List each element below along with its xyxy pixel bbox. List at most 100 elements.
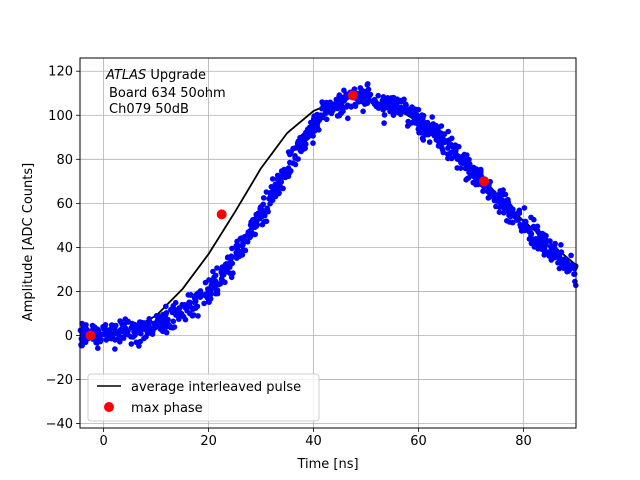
sample-point [511, 213, 517, 219]
sample-point [189, 305, 196, 312]
sample-point [544, 250, 550, 256]
sample-point [480, 188, 486, 194]
sample-point [141, 325, 147, 332]
sample-point [568, 252, 574, 259]
sample-point [269, 197, 276, 203]
x-tick-label-2: 40 [305, 434, 322, 449]
sample-point [445, 128, 452, 135]
legend-box [87, 373, 320, 422]
sample-point [445, 145, 451, 151]
sample-point [507, 207, 514, 213]
sample-point [438, 123, 445, 129]
sample-point [496, 209, 503, 215]
sample-point [500, 187, 506, 193]
sample-point [230, 270, 236, 276]
sample-point [436, 137, 443, 143]
sample-point [288, 149, 294, 155]
sample-point [212, 284, 218, 290]
sample-point [147, 326, 154, 333]
sample-point [364, 82, 371, 88]
sample-point [553, 247, 559, 254]
sample-point [404, 123, 411, 129]
sample-point [163, 310, 170, 316]
max-phase-point-2 [347, 90, 358, 101]
sample-point [201, 300, 207, 307]
sample-point [415, 126, 422, 132]
atlas-label: ATLAS [105, 68, 146, 83]
sample-point [339, 104, 345, 110]
sample-point [292, 153, 298, 159]
sample-point [182, 303, 188, 310]
sample-point [136, 343, 142, 349]
sample-point [405, 118, 412, 125]
sample-point [225, 254, 231, 260]
sample-point [276, 190, 282, 196]
sample-point [506, 212, 512, 219]
sample-point [445, 155, 451, 162]
sample-point [465, 175, 472, 181]
sample-point [412, 120, 419, 126]
sample-point [381, 120, 387, 126]
y-tick-label-1: −20 [46, 373, 73, 388]
sample-point [102, 322, 109, 328]
sample-point [426, 139, 433, 145]
sample-point [263, 218, 270, 225]
sample-point [308, 119, 314, 126]
sample-point [509, 219, 516, 226]
sample-point [389, 105, 396, 112]
annotation-line-2: Board 634 50ohm [109, 86, 226, 101]
sample-point [310, 140, 316, 146]
sample-point [393, 96, 399, 103]
sample-point [521, 205, 528, 211]
x-axis-label: Time [ns] [296, 457, 358, 472]
sample-point [290, 160, 296, 166]
sample-point [381, 96, 387, 103]
sample-point [233, 255, 240, 261]
legend-marker-swatch [104, 402, 114, 412]
sample-point [454, 156, 461, 162]
sample-point [95, 345, 101, 352]
sample-point [514, 217, 520, 223]
sample-point [371, 96, 378, 103]
sample-point [288, 168, 294, 174]
max-phase-point-1 [216, 209, 227, 220]
max-phase-point-0 [85, 330, 96, 341]
sample-point [187, 299, 193, 306]
sample-point [269, 176, 276, 182]
y-axis-ticks: −40 −20 0 20 40 60 80 100 120 [46, 65, 80, 432]
sample-point [420, 137, 427, 143]
sample-point [489, 193, 496, 199]
sample-point [151, 320, 157, 327]
sample-point [214, 265, 220, 271]
sample-point [245, 231, 251, 238]
sample-point [555, 254, 561, 260]
sample-point [113, 322, 119, 329]
sample-point [295, 145, 302, 151]
sample-point [277, 185, 284, 191]
sample-point [295, 138, 302, 145]
sample-point [467, 169, 473, 176]
y-tick-label-4: 40 [56, 241, 73, 256]
sample-point [558, 242, 564, 248]
annotation-block: ATLAS Upgrade Board 634 50ohm Ch079 50dB [105, 68, 226, 117]
sample-point [516, 210, 523, 216]
sample-point [322, 110, 329, 117]
sample-point [433, 125, 440, 132]
sample-point [541, 241, 548, 248]
y-tick-label-3: 20 [56, 285, 73, 300]
sample-point [156, 324, 163, 331]
sample-point [352, 103, 359, 109]
sample-point [324, 105, 331, 112]
sample-point [360, 108, 366, 115]
annotation-line-3: Ch079 50dB [109, 102, 189, 117]
sample-point [254, 214, 261, 220]
sample-point [307, 126, 314, 132]
sample-point [262, 212, 268, 219]
sample-point [522, 218, 528, 225]
sample-point [342, 95, 349, 101]
sample-point [141, 335, 147, 342]
sample-point [172, 299, 179, 306]
sample-point [449, 135, 455, 142]
sample-point [460, 160, 467, 167]
sample-point [222, 279, 228, 286]
